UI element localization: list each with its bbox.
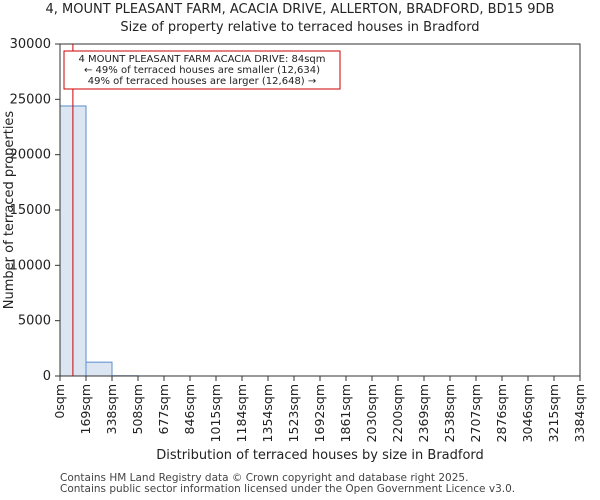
y-tick-label: 30000 <box>10 37 51 52</box>
x-tick-label: 2200sqm <box>390 384 405 442</box>
x-tick-label: 1184sqm <box>234 384 249 442</box>
x-tick-label: 677sqm <box>156 384 171 434</box>
x-tick-label: 338sqm <box>104 384 119 434</box>
x-tick-label: 1354sqm <box>260 384 275 442</box>
annotation-line-2: ← 49% of terraced houses are smaller (12… <box>84 65 320 76</box>
bar-169sqm <box>85 361 113 377</box>
x-tick-label: 1523sqm <box>286 384 301 442</box>
x-tick-label: 1861sqm <box>338 384 353 442</box>
x-tick-label: 846sqm <box>182 384 197 434</box>
annotation-box <box>63 50 341 90</box>
y-tick-label: 0 <box>43 369 51 384</box>
x-tick-label: 2369sqm <box>416 384 431 442</box>
x-tick-label: 2876sqm <box>494 384 509 442</box>
x-tick-label: 1015sqm <box>208 384 223 442</box>
x-tick-label: 169sqm <box>78 384 93 434</box>
x-tick-label: 1692sqm <box>312 384 327 442</box>
x-tick-label: 508sqm <box>130 384 145 434</box>
y-tick-label: 5000 <box>18 314 51 329</box>
chart-subtitle: Size of property relative to terraced ho… <box>120 20 480 35</box>
x-tick-label: 3046sqm <box>520 384 535 442</box>
footer-copyright: Contains HM Land Registry data © Crown c… <box>60 472 469 484</box>
y-axis-label: Number of terraced properties <box>2 111 17 310</box>
chart-title: 4, MOUNT PLEASANT FARM, ACACIA DRIVE, AL… <box>45 2 555 17</box>
y-tick-label: 20000 <box>10 148 51 163</box>
annotation-line-3: 49% of terraced houses are larger (12,64… <box>88 76 317 87</box>
x-tick-label: 3384sqm <box>572 384 587 442</box>
plot-frame <box>59 43 581 377</box>
y-tick-label: 25000 <box>10 92 51 107</box>
x-tick-label: 2707sqm <box>468 384 483 442</box>
y-tick-label: 10000 <box>10 258 51 273</box>
x-tick-label: 3215sqm <box>546 384 561 442</box>
x-tick-label: 2538sqm <box>442 384 457 442</box>
footer-licence: Contains public sector information licen… <box>60 483 516 495</box>
y-tick-label: 15000 <box>10 203 51 218</box>
x-tick-label: 2030sqm <box>364 384 379 442</box>
x-tick-label: 0sqm <box>52 384 67 419</box>
annotation-line-1: 4 MOUNT PLEASANT FARM ACACIA DRIVE: 84sq… <box>78 54 325 65</box>
x-axis-label: Distribution of terraced houses by size … <box>156 448 484 463</box>
